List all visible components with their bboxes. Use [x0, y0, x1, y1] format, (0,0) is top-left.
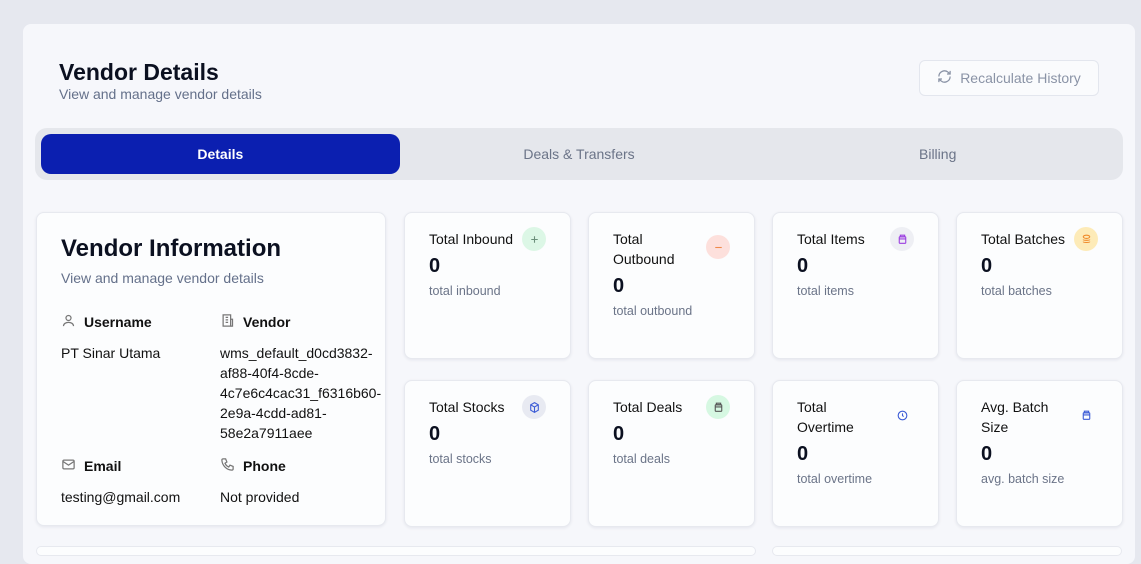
lower-card	[772, 546, 1122, 556]
stat-card-total-deals: Total Deals 0 total deals	[588, 380, 755, 527]
stat-description: total batches	[981, 284, 1052, 298]
box-icon	[706, 395, 730, 419]
stat-description: total outbound	[613, 304, 693, 318]
clock-icon	[890, 403, 914, 427]
tab-details[interactable]: Details	[41, 134, 400, 174]
stat-title: Total Items	[797, 231, 865, 247]
stat-value: 0	[981, 255, 993, 277]
stat-title: Total Batches	[981, 231, 1066, 247]
stat-card-total-batches: Total Batches 0 total batches	[956, 212, 1123, 359]
stat-description: total inbound	[429, 284, 501, 298]
stat-card-total-inbound: Total Inbound 0 total inbound	[404, 212, 571, 359]
layers-icon	[1074, 227, 1098, 251]
stat-description: total stocks	[429, 452, 492, 466]
box-icon	[1074, 403, 1098, 427]
tab-billing[interactable]: Billing	[919, 146, 957, 162]
stat-title: Total Overtime	[797, 399, 854, 435]
stat-title: Total Inbound	[429, 231, 514, 247]
stat-value: 0	[797, 255, 809, 277]
vendor-info-title: Vendor Information	[61, 235, 282, 262]
stat-value: 0	[981, 443, 993, 465]
phone-field: Phone Not provided	[220, 457, 300, 505]
vendor-information-card: Vendor Information View and manage vendo…	[36, 212, 386, 526]
building-icon	[220, 313, 235, 331]
stat-value: 0	[797, 443, 809, 465]
refresh-icon	[937, 69, 952, 87]
stat-card-total-stocks: Total Stocks 0 total stocks	[404, 380, 571, 527]
stat-card-total-overtime: Total Overtime 0 total overtime	[772, 380, 939, 527]
stat-description: avg. batch size	[981, 472, 1065, 486]
stat-description: total deals	[613, 452, 670, 466]
tab-bar: Details Deals & Transfers Billing	[35, 128, 1123, 180]
package-icon	[522, 395, 546, 419]
stat-value: 0	[613, 275, 625, 297]
stat-title: Avg. Batch Size	[981, 399, 1049, 435]
lower-card	[36, 546, 756, 556]
stat-card-avg-batch-size: Avg. Batch Size 0 avg. batch size	[956, 380, 1123, 527]
page-subtitle: View and manage vendor details	[59, 86, 262, 102]
email-field: Email testing@gmail.com	[61, 457, 181, 505]
box-icon	[890, 227, 914, 251]
stat-value: 0	[429, 255, 441, 277]
stat-title: Total Stocks	[429, 399, 505, 415]
username-field: Username PT Sinar Utama	[61, 313, 161, 361]
vendor-info-subtitle: View and manage vendor details	[61, 270, 264, 286]
stat-card-total-outbound: Total Outbound 0 total outbound	[588, 212, 755, 359]
recalculate-history-button[interactable]: Recalculate History	[919, 60, 1099, 96]
user-icon	[61, 313, 76, 331]
stat-value: 0	[429, 423, 441, 445]
mail-icon	[61, 457, 76, 475]
stat-card-total-items: Total Items 0 total items	[772, 212, 939, 359]
plus-icon	[522, 227, 546, 251]
stat-title: Total Deals	[613, 399, 683, 415]
stat-description: total overtime	[797, 472, 873, 486]
stat-title: Total Outbound	[613, 231, 675, 267]
phone-icon	[220, 457, 235, 475]
stat-description: total items	[797, 284, 854, 298]
stat-value: 0	[613, 423, 625, 445]
vendor-field: Vendor wms_default_d0cd3832-af88-40f4-8c…	[220, 313, 382, 441]
minus-icon	[706, 235, 730, 259]
page-title: Vendor Details	[59, 59, 219, 85]
tab-deals-transfers[interactable]: Deals & Transfers	[523, 146, 635, 162]
